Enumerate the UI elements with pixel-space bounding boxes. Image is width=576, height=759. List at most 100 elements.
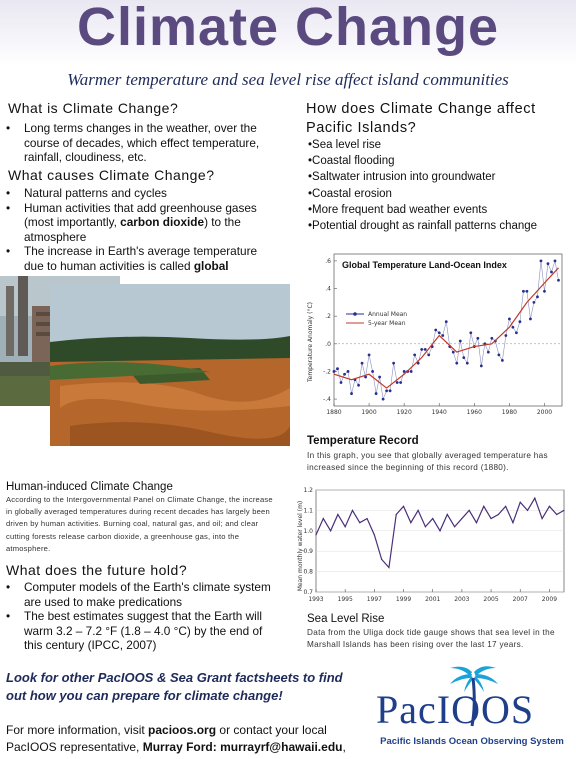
x-tick-label: 1900: [361, 409, 376, 416]
data-point-water-level: [388, 566, 390, 569]
data-point-annual-mean: [420, 347, 424, 351]
data-point-water-level: [526, 509, 529, 511]
legend-marker-annual: [353, 312, 357, 316]
data-point-water-level: [381, 558, 383, 560]
data-point-annual-mean: [504, 334, 508, 337]
data-point-annual-mean: [497, 353, 501, 357]
data-point-annual-mean: [437, 331, 441, 335]
data-point-water-level: [563, 509, 565, 511]
data-point-water-level: [519, 501, 521, 503]
contact-text: For more information, visit pacioos.org …: [6, 723, 346, 754]
data-point-annual-mean: [500, 359, 504, 362]
data-point-water-level: [461, 517, 463, 520]
temperature-caption: In this graph, you see that globally ave…: [307, 451, 548, 472]
data-point-water-level: [402, 505, 405, 507]
data-point-annual-mean: [469, 331, 473, 335]
x-tick-label: 1940: [432, 409, 447, 416]
website-link[interactable]: pacioos.org: [148, 723, 217, 737]
chart-legend: Annual Mean 5-year Mean: [346, 311, 407, 327]
data-point-annual-mean: [350, 392, 353, 395]
list-item: •Coastal flooding: [308, 155, 395, 168]
data-point-water-level: [505, 505, 507, 507]
list-item: •Coastal erosion: [308, 187, 392, 200]
x-tick-label: 2007: [513, 596, 528, 603]
data-point-water-level: [337, 513, 339, 516]
data-point-annual-mean: [374, 392, 378, 395]
data-point-annual-mean: [557, 278, 560, 282]
future-list: • Computer models of the Earth's climate …: [2, 580, 274, 653]
y-tick-label: -.4: [323, 396, 331, 403]
data-point-water-level: [322, 517, 324, 520]
data-point-annual-mean: [402, 370, 406, 373]
effects-heading: How does Climate Change affect Pacific I…: [306, 101, 536, 136]
data-point-water-level: [366, 517, 368, 520]
y-tick-label: .2: [325, 313, 331, 320]
header-banner: [0, 0, 576, 66]
data-point-annual-mean: [399, 381, 403, 384]
legend-label-5yr: 5-year Mean: [368, 320, 406, 327]
x-tick-label: 1993: [308, 596, 323, 603]
data-point-annual-mean: [465, 361, 469, 365]
sea-level-caption: Data from the Uliga dock tide gauge show…: [307, 628, 555, 649]
data-point-annual-mean: [409, 370, 413, 373]
data-point-water-level: [483, 505, 485, 507]
y-tick-label: 1.1: [303, 507, 313, 514]
legend-label-annual: Annual Mean: [368, 311, 407, 318]
data-point-water-level: [439, 530, 441, 532]
list-item: • Computer models of the Earth's climate …: [6, 580, 271, 609]
data-point-annual-mean: [553, 259, 557, 263]
y-tick-label: .0: [325, 341, 331, 348]
x-tick-label: 2009: [542, 596, 557, 603]
what-is-list: • Long terms changes in the weather, over…: [2, 121, 274, 165]
data-point-water-level: [541, 517, 543, 520]
sea-level-chart: Mean monthly water level (m) 0.7 0.8 0.9 1.…: [292, 484, 572, 608]
data-point-annual-mean: [336, 367, 339, 371]
data-point-water-level: [548, 505, 551, 507]
page-title: Climate Change: [76, 0, 500, 57]
y-tick-label: 1.2: [303, 487, 313, 494]
data-point-water-level: [512, 522, 514, 524]
data-point-water-level: [417, 509, 419, 511]
series-line-5yr-mean: [333, 267, 559, 389]
data-point-annual-mean: [532, 300, 536, 304]
data-point-water-level: [373, 534, 375, 536]
data-point-annual-mean: [343, 372, 346, 376]
data-point-water-level: [424, 526, 427, 528]
data-point-water-level: [432, 517, 434, 520]
data-point-annual-mean: [360, 361, 364, 365]
x-tick-label: 1995: [338, 596, 353, 603]
data-point-annual-mean: [385, 389, 389, 393]
data-point-annual-mean: [515, 331, 518, 335]
pacioos-logo: PacIOOS Pacific Islands Ocean Observing …: [372, 664, 572, 754]
data-point-water-level: [315, 534, 317, 536]
plot-frame: [333, 253, 563, 407]
data-point-water-level: [344, 526, 346, 528]
data-point-water-level: [395, 513, 397, 516]
x-tick-label: 1997: [367, 596, 382, 603]
data-point-annual-mean: [346, 370, 350, 373]
data-point-annual-mean: [490, 336, 494, 340]
what-causes-list: • Natural patterns and cycles • Human acti…: [2, 186, 274, 273]
data-point-water-level: [497, 513, 499, 516]
x-tick-label: 1980: [502, 409, 517, 416]
data-point-annual-mean: [536, 295, 539, 299]
x-tick-label: 2003: [454, 596, 469, 603]
what-causes-heading: What causes Climate Change?: [8, 167, 215, 183]
y-tick-label: .4: [325, 286, 331, 293]
y-axis-label: Mean monthly water level (m): [297, 501, 304, 592]
data-point-annual-mean: [507, 317, 511, 321]
data-point-annual-mean: [543, 289, 546, 293]
temperature-chart: Global Temperature Land-Ocean Index Temp…: [300, 244, 570, 420]
chart-title: Global Temperature Land-Ocean Index: [342, 260, 507, 270]
data-point-annual-mean: [441, 334, 445, 337]
data-point-annual-mean: [367, 353, 371, 357]
data-point-annual-mean: [434, 328, 438, 332]
data-point-water-level: [490, 517, 492, 520]
data-point-water-level: [534, 497, 536, 499]
list-item: •Saltwater intrusion into groundwater: [308, 171, 496, 184]
data-point-water-level: [475, 522, 478, 524]
contact-email-link[interactable]: Murray Ford: murrayrf@hawaii.edu: [142, 740, 343, 754]
data-point-water-level: [410, 522, 412, 524]
data-point-annual-mean: [388, 389, 392, 393]
data-point-water-level: [446, 513, 448, 516]
